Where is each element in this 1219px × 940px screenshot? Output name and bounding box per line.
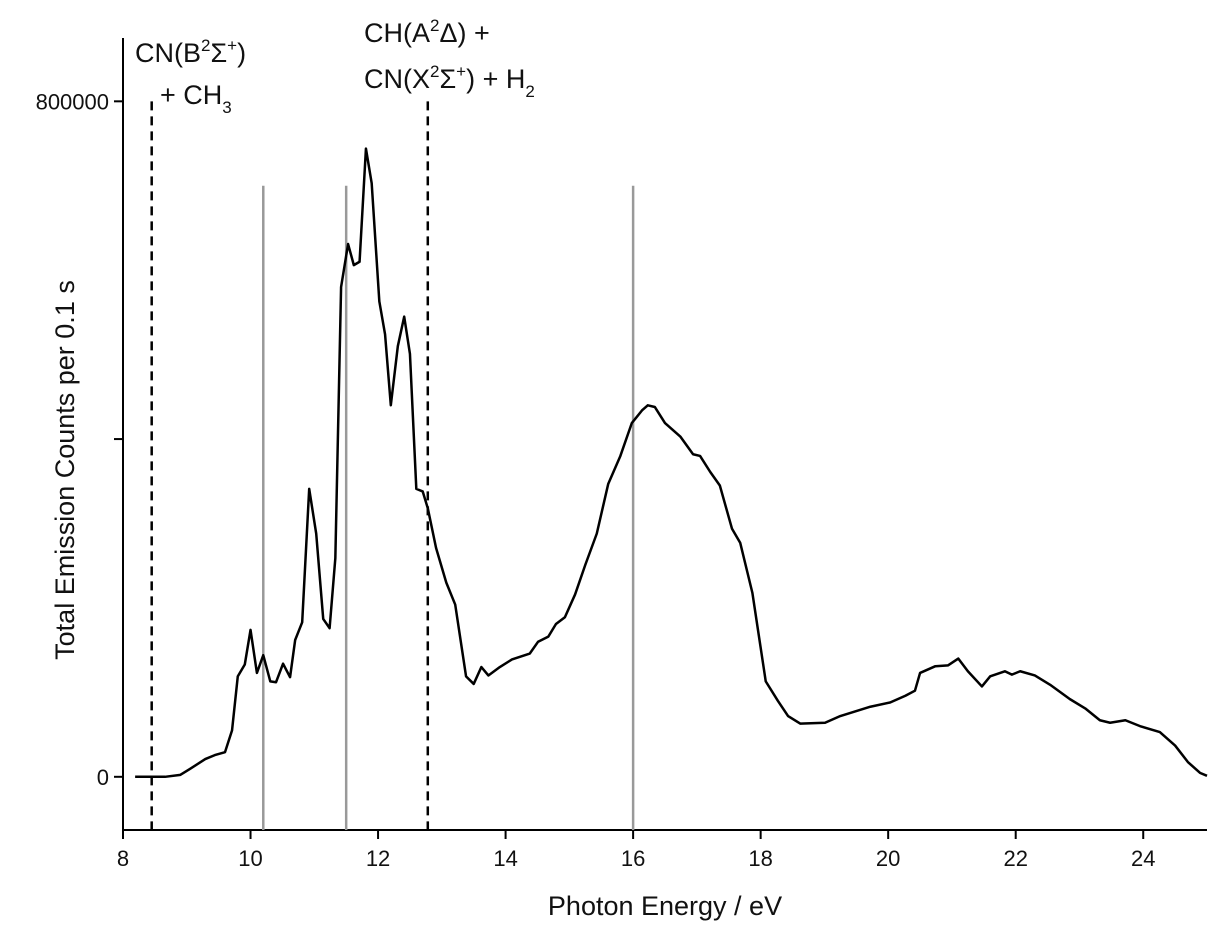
annotation-part: CH(A — [364, 18, 430, 48]
annotation-part: Σ — [439, 64, 456, 94]
annotation-part: 2 — [201, 36, 210, 55]
annotation-part: + — [456, 62, 466, 81]
annotation-part: 2 — [525, 82, 534, 101]
x-tick-label: 24 — [1131, 846, 1155, 871]
annotation-part: Σ — [210, 38, 227, 68]
annotation-part: Δ) + — [439, 18, 489, 48]
annotation: + CH3 — [160, 80, 232, 117]
annotation-part: 2 — [430, 16, 439, 35]
annotation: CN(X2Σ+) + H2 — [364, 62, 535, 101]
x-tick-label: 16 — [621, 846, 645, 871]
x-tick-label: 10 — [238, 846, 262, 871]
annotation: CH(A2Δ) + — [364, 16, 490, 48]
y-tick-label: 800000 — [36, 89, 109, 114]
annotation-part: + — [227, 36, 237, 55]
x-tick-label: 12 — [366, 846, 390, 871]
annotation-part: 2 — [430, 62, 439, 81]
x-tick-label: 14 — [493, 846, 517, 871]
annotation-part: + CH — [160, 80, 222, 110]
annotation-part: CN(B — [135, 38, 201, 68]
y-axis-title: Total Emission Counts per 0.1 s — [50, 280, 80, 660]
x-tick-label: 22 — [1003, 846, 1027, 871]
x-tick-label: 20 — [876, 846, 900, 871]
x-axis-title: Photon Energy / eV — [548, 891, 782, 921]
x-tick-label: 8 — [117, 846, 129, 871]
y-tick-label: 0 — [97, 765, 109, 790]
annotation-part: ) + H — [466, 64, 525, 94]
annotation-part: 3 — [222, 98, 231, 117]
data-line — [135, 147, 1208, 779]
annotation: CN(B2Σ+) — [135, 36, 246, 68]
annotation-part: CN(X — [364, 64, 430, 94]
annotation-part: ) — [237, 38, 246, 68]
x-tick-label: 18 — [748, 846, 772, 871]
